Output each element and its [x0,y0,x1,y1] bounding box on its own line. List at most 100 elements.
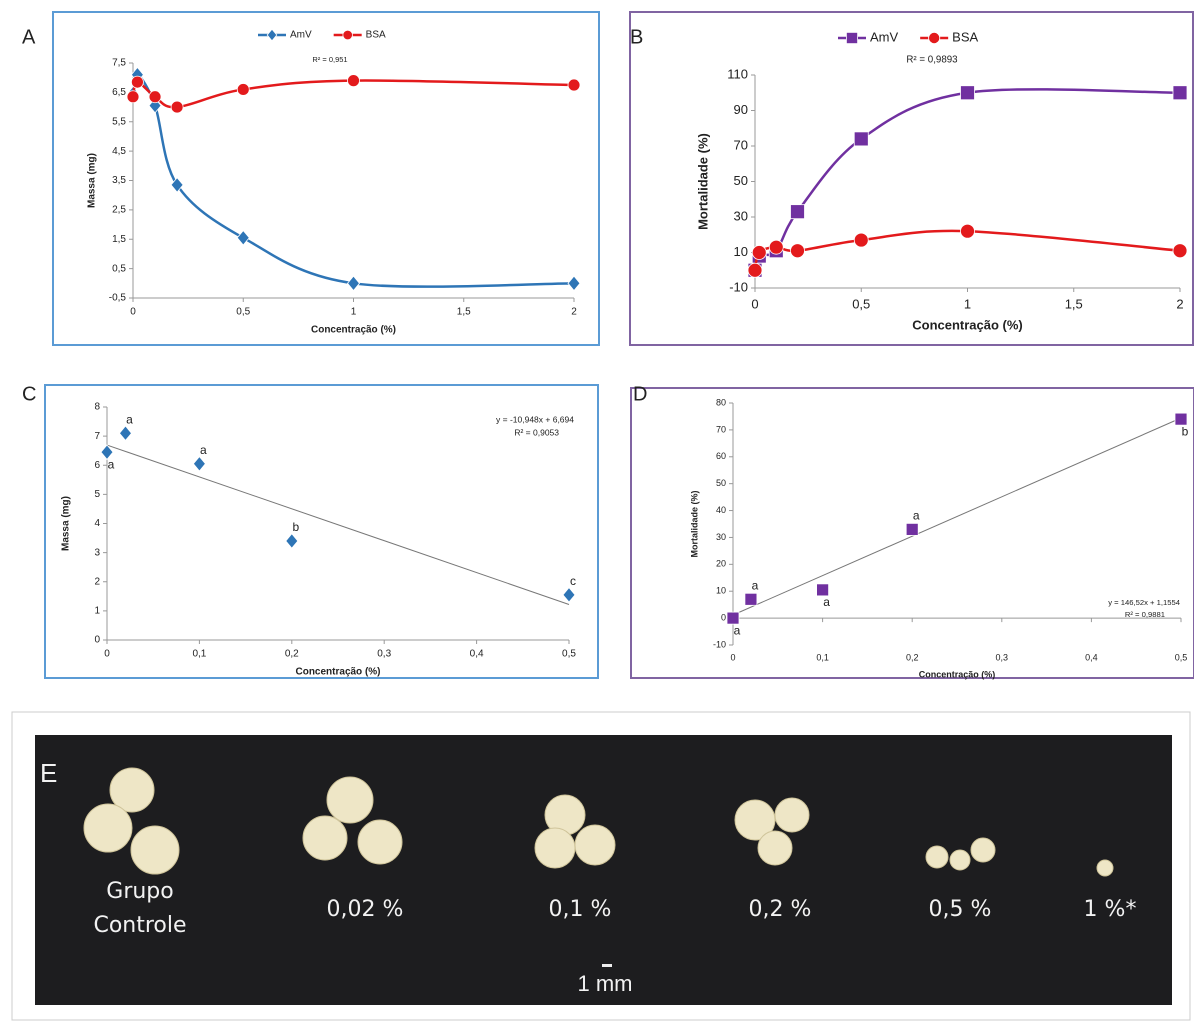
photo-label: 0,2 % [720,893,840,927]
panel-label: B [630,26,643,48]
x-tick-label: 1,5 [1065,296,1083,311]
x-tick-label: 0,5 [236,307,250,318]
marker [769,240,783,254]
legend-label: AmV [290,30,312,41]
panel-label: D [633,383,647,405]
y-tick-label: 80 [716,397,726,407]
y-axis-title: Massa (mg) [87,153,98,208]
legend-label: BSA [366,30,386,41]
marker [961,86,975,100]
point-label: b [1182,424,1189,438]
legend-marker [343,30,353,40]
y-tick-label: 7,5 [112,58,126,69]
legend-label: BSA [952,29,978,44]
legend-label: AmV [870,29,899,44]
marker [568,79,580,91]
x-tick-label: 0,3 [996,652,1009,662]
marker [348,75,360,87]
x-tick-label: 0,3 [377,649,391,660]
y-tick-label: 6,5 [112,87,126,98]
legend-marker [929,32,940,43]
y-tick-label: -10 [713,639,726,649]
marker [1173,86,1187,100]
x-tick-label: 0 [130,307,136,318]
marker [906,523,918,535]
marker [348,276,360,290]
y-tick-label: 50 [734,173,748,188]
point-label: a [108,457,115,471]
x-tick-label: 0 [751,296,758,311]
x-tick-label: 0,2 [285,649,299,660]
marker [149,91,161,103]
panel-label: A [22,26,36,48]
marker [854,132,868,146]
marker [237,231,249,245]
y-tick-label: 2 [94,576,100,587]
marker [791,244,805,258]
trendline [107,445,569,604]
y-tick-label: 0,5 [112,263,126,274]
x-tick-label: 0,1 [192,649,206,660]
y-tick-label: 8 [94,402,100,413]
y-tick-label: 4,5 [112,146,126,157]
marker [568,276,580,290]
y-tick-label: 30 [716,532,726,542]
y-tick-label: -10 [729,279,748,294]
marker [748,263,762,277]
page: {"chart_data": [ {"panel": "A", "type": … [0,0,1194,1025]
point-label: a [200,443,207,457]
x-axis-title: Concentração (%) [311,325,396,336]
marker [563,588,575,602]
x-tick-label: 0,4 [1085,652,1098,662]
photo-label: Grupo Controle [80,875,200,943]
legend-marker [267,29,277,41]
y-tick-label: 1 [94,606,100,617]
y-tick-label: 7 [94,431,100,442]
y-tick-label: 4 [94,518,100,529]
point-label: b [292,520,299,534]
x-axis-title: Concentração (%) [912,317,1023,332]
x-tick-label: 1,5 [457,307,471,318]
photo-label: 1 %* [1050,893,1170,927]
scale-bar [602,964,612,967]
marker [854,233,868,247]
y-tick-label: 0 [94,635,100,646]
photo-label: 0,1 % [520,893,640,927]
x-tick-label: 0,4 [470,649,484,660]
point-label: a [734,623,741,637]
series-line [133,75,574,287]
trend-r2: R² = 0,9881 [1125,610,1165,619]
y-tick-label: 70 [716,424,726,434]
trend-r2: R² = 0,9053 [514,427,559,437]
y-tick-label: 20 [716,559,726,569]
trend-equation: y = -10,948x + 6,694 [496,414,574,424]
scale-label: 1 mm [578,971,633,996]
trend-equation: y = 146,52x + 1,1554 [1108,598,1181,607]
y-axis-title: Massa (mg) [61,496,72,551]
photo-label: 0,02 % [305,893,425,927]
annotation: R² = 0,9893 [906,55,957,66]
y-tick-label: 70 [734,137,748,152]
x-tick-label: 0 [730,652,735,662]
y-tick-label: 10 [716,586,726,596]
marker [791,205,805,219]
y-tick-label: 30 [734,208,748,223]
y-tick-label: 0 [721,612,726,622]
marker [1173,244,1187,258]
y-tick-label: -0,5 [109,293,127,304]
y-tick-label: 110 [727,66,748,81]
y-tick-label: 90 [734,102,748,117]
y-tick-label: 3,5 [112,175,126,186]
x-tick-label: 0,5 [852,296,870,311]
y-tick-label: 40 [716,505,726,515]
y-tick-label: 5,5 [112,116,126,127]
marker [131,76,143,88]
x-axis-title: Concentração (%) [919,669,996,679]
y-tick-label: 6 [94,460,100,471]
x-tick-label: 1 [351,307,357,318]
x-tick-label: 0,2 [906,652,919,662]
y-tick-label: 3 [94,547,100,558]
y-tick-label: 1,5 [112,234,126,245]
x-axis-title: Concentração (%) [295,667,380,678]
marker [286,534,298,548]
